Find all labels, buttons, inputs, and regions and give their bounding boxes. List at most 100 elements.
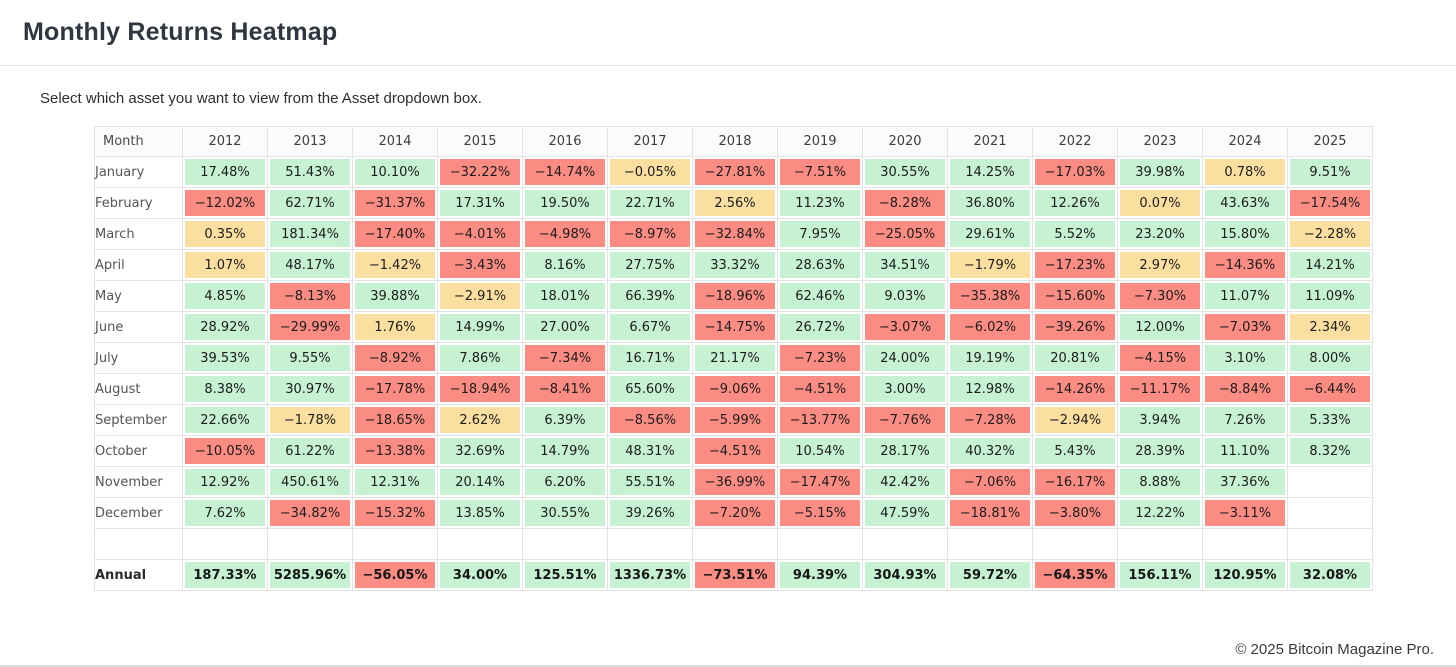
empty-cell	[1287, 497, 1373, 529]
heatmap-cell: −4.98%	[522, 218, 608, 250]
header-row: Month 2012 2013 2014 2015 2016 2017 2018 2019 202…	[94, 126, 1373, 157]
heatmap-cell: −34.82%	[267, 497, 353, 529]
heatmap-cell: 39.98%	[1117, 156, 1203, 188]
heatmap-cell: −4.51%	[692, 435, 778, 467]
heatmap-cell: −10.05%	[182, 435, 268, 467]
row-header-month: April	[94, 249, 183, 281]
heatmap-cell: 1.07%	[182, 249, 268, 281]
heatmap-cell: 40.32%	[947, 435, 1033, 467]
heatmap-cell: 8.38%	[182, 373, 268, 405]
table-row: October −10.05% 61.22% −13.38% 32.69% 14.79% 4…	[94, 435, 1373, 467]
heatmap-cell: 120.95%	[1202, 559, 1288, 591]
heatmap-cell: −17.40%	[352, 218, 438, 250]
column-header-year: 2018	[692, 126, 778, 157]
heatmap-cell: −3.80%	[1032, 497, 1118, 529]
heatmap-cell: 1.76%	[352, 311, 438, 343]
heatmap-cell: −1.42%	[352, 249, 438, 281]
heatmap-cell: −29.99%	[267, 311, 353, 343]
heatmap-cell: 34.00%	[437, 559, 523, 591]
heatmap-cell: 11.10%	[1202, 435, 1288, 467]
heatmap-cell: −14.36%	[1202, 249, 1288, 281]
heatmap-cell: 5.33%	[1287, 404, 1373, 436]
column-header-year: 2014	[352, 126, 438, 157]
heatmap-cell: 7.86%	[437, 342, 523, 374]
heatmap-cell: 156.11%	[1117, 559, 1203, 591]
heatmap-cell: −16.17%	[1032, 466, 1118, 498]
heatmap-cell: 28.39%	[1117, 435, 1203, 467]
heatmap-cell: 8.16%	[522, 249, 608, 281]
table-row: July 39.53% 9.55% −8.92% 7.86% −7.34% 16.71% 21…	[94, 342, 1373, 374]
heatmap-cell: 39.88%	[352, 280, 438, 312]
column-header-month: Month	[94, 126, 183, 157]
empty-cell	[692, 528, 778, 560]
heatmap-cell: −7.03%	[1202, 311, 1288, 343]
heatmap-cell: −8.13%	[267, 280, 353, 312]
row-header-month: August	[94, 373, 183, 405]
empty-cell	[1032, 528, 1118, 560]
heatmap-cell: 26.72%	[777, 311, 863, 343]
heatmap-cell: 28.63%	[777, 249, 863, 281]
column-header-year: 2017	[607, 126, 693, 157]
heatmap-cell: −18.94%	[437, 373, 523, 405]
row-header-month: November	[94, 466, 183, 498]
empty-cell	[1202, 528, 1288, 560]
heatmap-cell: 22.71%	[607, 187, 693, 219]
heatmap-cell: 0.78%	[1202, 156, 1288, 188]
heatmap-cell: 65.60%	[607, 373, 693, 405]
heatmap-cell: −14.75%	[692, 311, 778, 343]
column-header-year: 2015	[437, 126, 523, 157]
heatmap-cell: −25.05%	[862, 218, 948, 250]
table-row: February −12.02% 62.71% −31.37% 17.31% 19.50%…	[94, 187, 1373, 219]
column-header-year: 2021	[947, 126, 1033, 157]
heatmap-cell: 12.98%	[947, 373, 1033, 405]
row-header-month: December	[94, 497, 183, 529]
heatmap-cell: 450.61%	[267, 466, 353, 498]
instruction-text: Select which asset you want to view from…	[40, 90, 482, 107]
column-header-year: 2019	[777, 126, 863, 157]
heatmap-cell: −39.26%	[1032, 311, 1118, 343]
heatmap-cell: −8.56%	[607, 404, 693, 436]
column-header-year: 2022	[1032, 126, 1118, 157]
monthly-returns-heatmap-table: Month 2012 2013 2014 2015 2016 2017 2018 2019 202…	[94, 126, 1373, 591]
heatmap-cell: 5.52%	[1032, 218, 1118, 250]
heatmap-cell: −8.41%	[522, 373, 608, 405]
heatmap-cell: 61.22%	[267, 435, 353, 467]
heatmap-cell: 6.39%	[522, 404, 608, 436]
empty-cell	[1287, 528, 1373, 560]
heatmap-cell: −2.91%	[437, 280, 523, 312]
heatmap-cell: 59.72%	[947, 559, 1033, 591]
heatmap-table-container: Month 2012 2013 2014 2015 2016 2017 2018 2019 202…	[94, 126, 1456, 591]
heatmap-cell: −17.47%	[777, 466, 863, 498]
row-header-month: February	[94, 187, 183, 219]
table-row	[94, 528, 1373, 560]
column-header-year: 2025	[1287, 126, 1373, 157]
heatmap-cell: 22.66%	[182, 404, 268, 436]
heatmap-cell: −3.07%	[862, 311, 948, 343]
heatmap-cell: −35.38%	[947, 280, 1033, 312]
heatmap-cell: 3.00%	[862, 373, 948, 405]
heatmap-cell: 125.51%	[522, 559, 608, 591]
heatmap-cell: 5285.96%	[267, 559, 353, 591]
heatmap-cell: −13.38%	[352, 435, 438, 467]
heatmap-cell: 37.36%	[1202, 466, 1288, 498]
heatmap-cell: −17.78%	[352, 373, 438, 405]
heatmap-cell: −2.94%	[1032, 404, 1118, 436]
heatmap-cell: −73.51%	[692, 559, 778, 591]
heatmap-cell: 62.46%	[777, 280, 863, 312]
heatmap-cell: 11.07%	[1202, 280, 1288, 312]
heatmap-cell: 39.53%	[182, 342, 268, 374]
heatmap-cell: 19.50%	[522, 187, 608, 219]
column-header-year: 2020	[862, 126, 948, 157]
heatmap-cell: 181.34%	[267, 218, 353, 250]
heatmap-cell: −7.06%	[947, 466, 1033, 498]
column-header-year: 2013	[267, 126, 353, 157]
heatmap-cell: −4.51%	[777, 373, 863, 405]
heatmap-cell: −4.15%	[1117, 342, 1203, 374]
empty-cell	[267, 528, 353, 560]
heatmap-cell: −14.74%	[522, 156, 608, 188]
heatmap-cell: 14.79%	[522, 435, 608, 467]
heatmap-cell: 6.20%	[522, 466, 608, 498]
heatmap-cell: −17.23%	[1032, 249, 1118, 281]
heatmap-cell: 9.55%	[267, 342, 353, 374]
